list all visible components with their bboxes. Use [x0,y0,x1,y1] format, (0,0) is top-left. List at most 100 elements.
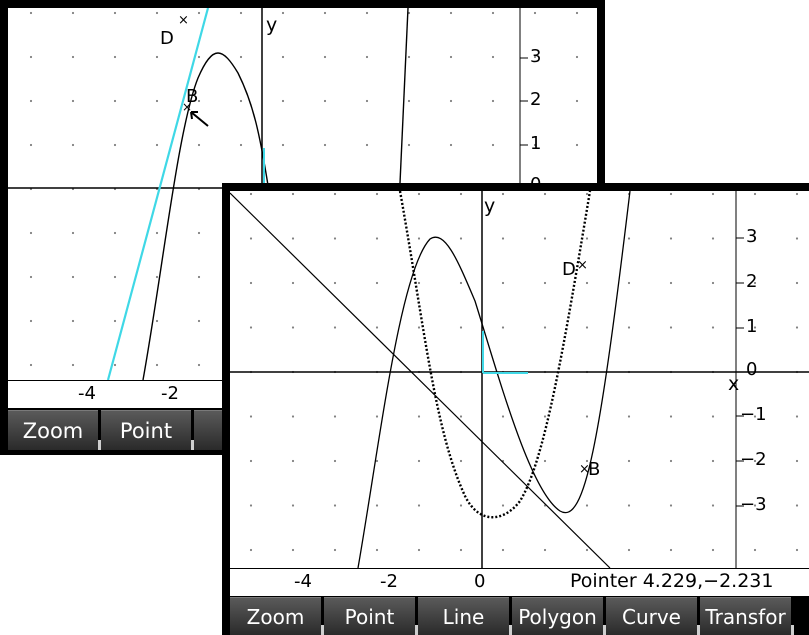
front-point-button[interactable]: Point [324,597,418,635]
grid-dot [753,548,757,552]
grid-dot [711,237,715,240]
front-y-tick-3: 3 [746,226,758,247]
grid-dot [375,192,379,196]
grid-dot [113,231,117,235]
grid-dot [491,55,495,59]
grid-dot [71,99,75,103]
grid-dot [291,326,295,329]
grid-dot [669,548,673,552]
grid-dot [711,504,715,507]
grid-dot [249,415,253,418]
grid-dot [71,11,75,15]
front-zoom-button[interactable]: Zoom [230,597,324,635]
front-parabola [398,191,592,519]
grid-dot [197,275,201,279]
grid-dot [449,143,453,147]
front-menu-bar: Zoom Point Line Polygon Curve Transfor [230,597,809,635]
grid-dot [459,237,463,240]
grid-dot [711,281,715,285]
grid-dot [533,143,537,147]
grid-dot [71,319,75,323]
grid-dot [417,281,421,285]
front-point-b-label: B [588,459,601,480]
grid-dot [323,11,327,15]
grid-dot [333,548,337,552]
grid-dot [543,548,547,552]
grid-dot [417,192,421,196]
grid-dot [575,99,579,103]
grid-dot [365,99,369,103]
grid-dot [249,192,253,196]
grid-dot [627,237,631,240]
grid-dot [669,415,673,418]
grid-dot [155,363,159,367]
grid-dot [113,363,117,367]
grid-dot [239,11,243,15]
grid-dot [291,192,295,196]
grid-dot [795,326,799,329]
grid-dot [417,504,421,507]
grid-dot [333,459,337,463]
grid-dot [291,415,295,418]
front-line-button[interactable]: Line [418,597,512,635]
grid-dot [197,231,201,235]
grid-dot [365,143,369,147]
grid-dot [71,275,75,279]
grid-dot [459,281,463,285]
grid-dot [627,415,631,418]
grid-dot [333,237,337,240]
grid-dot [543,459,547,463]
grid-dot [575,143,579,147]
front-y-tick-neg1: −1 [740,404,767,425]
grid-dot [29,11,33,15]
grid-dot [459,415,463,418]
grid-dot [155,11,159,15]
grid-dot [585,548,589,552]
grid-dot [239,143,243,147]
front-y-tick-1: 1 [746,316,758,337]
grid-dot [71,231,75,235]
grid-dot [753,281,757,285]
grid-dot [197,99,201,103]
grid-dot [585,192,589,196]
grid-dot [155,55,159,59]
grid-dot [543,415,547,418]
back-point-b-marker: × [182,100,192,114]
grid-dot [365,11,369,15]
grid-dot [155,231,159,235]
grid-dot [627,548,631,552]
grid-dot [197,143,201,147]
back-zoom-button[interactable]: Zoom [8,410,101,450]
back-point-b-label: B [186,86,199,107]
grid-dot [627,504,631,507]
front-cubic-curve [357,191,631,568]
grid-dot [669,326,673,329]
grid-dot [795,504,799,507]
grid-dot [197,11,201,15]
back-point-d-marker: × [178,13,189,28]
grid-dot [407,55,411,59]
front-polygon-button[interactable]: Polygon [512,597,606,635]
front-curve-button[interactable]: Curve [606,597,700,635]
grid-dot [291,459,295,463]
grid-dot [459,548,463,552]
grid-dot [711,548,715,552]
front-x-tick-neg4: -4 [294,571,312,592]
grid-dot [491,11,495,15]
grid-dot [543,237,547,240]
grid-dot [333,281,337,285]
front-x-axis-label: x [728,373,740,395]
grid-dot [323,143,327,147]
grid-dot [449,99,453,103]
grid-dot [585,237,589,240]
grid-dot [459,504,463,507]
front-y-tick-neg3: −3 [740,494,767,515]
grid-dot [417,548,421,552]
front-y-tick-2: 2 [746,271,758,292]
front-transform-button[interactable]: Transfor [700,597,794,635]
front-plot-area[interactable]: × × y x D B 3 2 1 0 −1 −2 −3 [230,191,809,568]
back-y-tick-1: 1 [530,133,542,154]
grid-dot [417,459,421,463]
back-point-button[interactable]: Point [101,410,194,450]
grid-dot [29,275,33,279]
